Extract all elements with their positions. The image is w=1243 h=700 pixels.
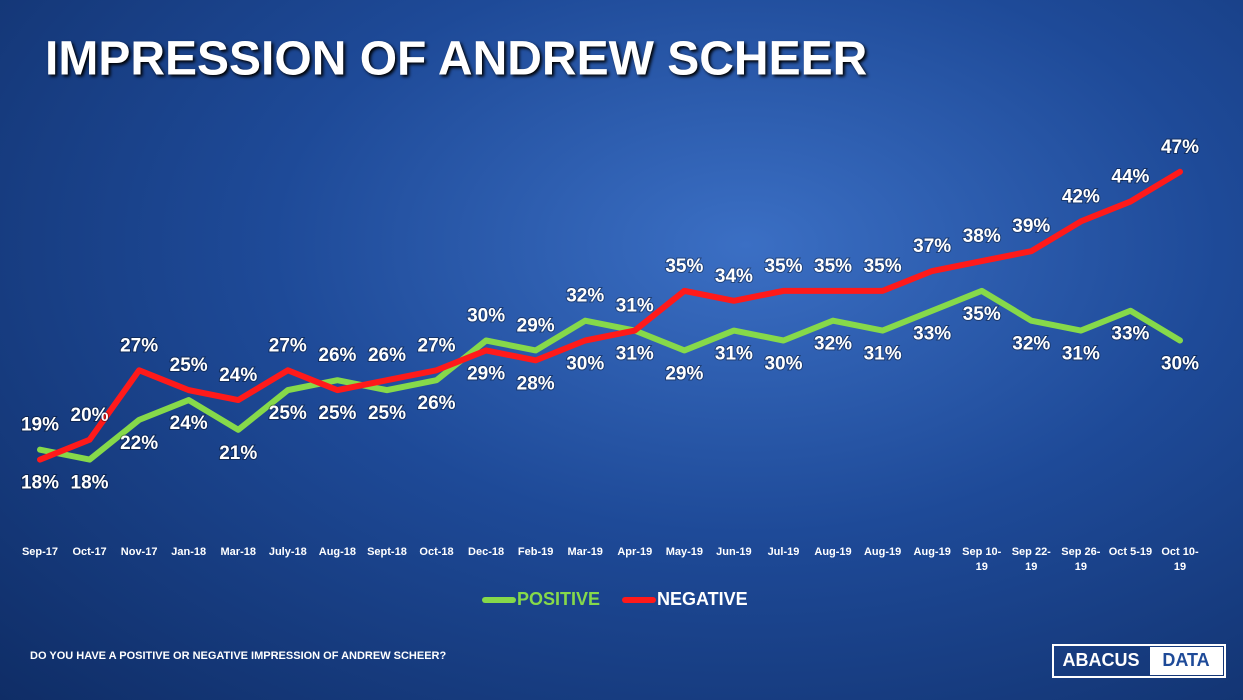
data-label: 34%: [715, 266, 753, 287]
data-label: 22%: [120, 433, 158, 454]
x-tick-label: Sep 22-19: [1011, 546, 1051, 573]
logo-left: ABACUS: [1062, 650, 1139, 670]
data-label: 39%: [1012, 216, 1050, 237]
data-label: 44%: [1111, 167, 1149, 188]
data-label: 25%: [318, 403, 356, 424]
data-label: 31%: [1062, 344, 1100, 365]
data-label: 42%: [1062, 186, 1100, 207]
x-tick-label: Jan-18: [171, 546, 207, 558]
series-line: [37, 287, 1183, 463]
data-label: 24%: [219, 365, 257, 386]
data-label: 27%: [120, 335, 158, 356]
data-label: 31%: [864, 344, 902, 365]
data-label: 35%: [864, 256, 902, 277]
data-label: 31%: [715, 344, 753, 365]
data-label: 28%: [517, 373, 555, 394]
data-label: 26%: [418, 393, 456, 414]
data-label: 31%: [616, 296, 654, 317]
x-tick-label: July-18: [268, 546, 307, 558]
data-label: 25%: [170, 355, 208, 376]
x-tick-label: Dec-18: [468, 546, 505, 558]
data-label: 35%: [814, 256, 852, 277]
logo-box: [1052, 644, 1226, 678]
x-tick-label: May-19: [665, 546, 703, 558]
x-tick-label: Apr-19: [617, 546, 653, 558]
data-label: 47%: [1161, 137, 1199, 158]
x-tick-label: Jun-19: [716, 546, 752, 558]
logo-fill: [1150, 647, 1223, 675]
data-label: 21%: [219, 443, 257, 464]
x-tick-label: Oct-18: [419, 546, 454, 558]
data-label: 33%: [1111, 324, 1149, 345]
x-tick-label: Aug-19: [913, 546, 951, 558]
data-label: 32%: [566, 286, 604, 307]
data-label: 27%: [418, 335, 456, 356]
x-tick-label: Mar-18: [220, 546, 256, 558]
data-label: 35%: [764, 256, 802, 277]
x-tick-label: Jul-19: [767, 546, 800, 558]
data-label: 35%: [665, 256, 703, 277]
data-label: 31%: [616, 344, 654, 365]
data-label: 18%: [21, 473, 59, 494]
x-tick-label: Sep 10-19: [962, 546, 1002, 573]
data-label: 24%: [170, 413, 208, 434]
x-tick-label: Nov-17: [120, 546, 158, 558]
data-label: 20%: [71, 405, 109, 426]
x-tick-label: Sep 26-19: [1061, 546, 1101, 573]
legend-label: NEGATIVE: [657, 589, 748, 609]
data-label: 35%: [963, 304, 1001, 325]
x-tick-label: Aug-19: [863, 546, 902, 558]
data-label: 29%: [517, 315, 555, 336]
data-label: 29%: [665, 363, 703, 384]
data-label: 26%: [368, 345, 406, 366]
logo-right: DATA: [1162, 650, 1209, 670]
data-label: 19%: [21, 415, 59, 436]
data-label: 37%: [913, 236, 951, 257]
data-label: 25%: [368, 403, 406, 424]
x-tick-label: Aug-19: [814, 546, 852, 558]
data-label: 30%: [764, 354, 802, 375]
data-label: 26%: [318, 345, 356, 366]
data-label: 32%: [1012, 334, 1050, 355]
x-tick-label: Oct-17: [72, 546, 107, 558]
x-tick-label: Aug-18: [318, 546, 357, 558]
data-label: 29%: [467, 363, 505, 384]
data-label: 18%: [71, 473, 109, 494]
x-tick-label: Feb-19: [517, 546, 554, 558]
x-tick-label: Mar-19: [567, 546, 603, 558]
data-label: 30%: [566, 354, 604, 375]
x-tick-label: Sep-17: [21, 546, 59, 558]
x-tick-label: Sept-18: [367, 546, 407, 558]
chart-title: IMPRESSION OF ANDREW SCHEER: [45, 33, 867, 86]
data-label: 25%: [269, 403, 307, 424]
data-label: 32%: [814, 334, 852, 355]
note: DO YOU HAVE A POSITIVE OR NEGATIVE IMPRE…: [30, 650, 446, 662]
data-label: 30%: [467, 306, 505, 327]
data-label: 33%: [913, 324, 951, 345]
data-label: 27%: [269, 335, 307, 356]
series-line: [37, 168, 1183, 463]
x-tick-label: Oct 10-19: [1161, 546, 1199, 573]
legend-label: POSITIVE: [517, 589, 600, 609]
data-label: 38%: [963, 226, 1001, 247]
x-tick-label: Oct 5-19: [1108, 546, 1153, 558]
data-label: 30%: [1161, 354, 1199, 375]
